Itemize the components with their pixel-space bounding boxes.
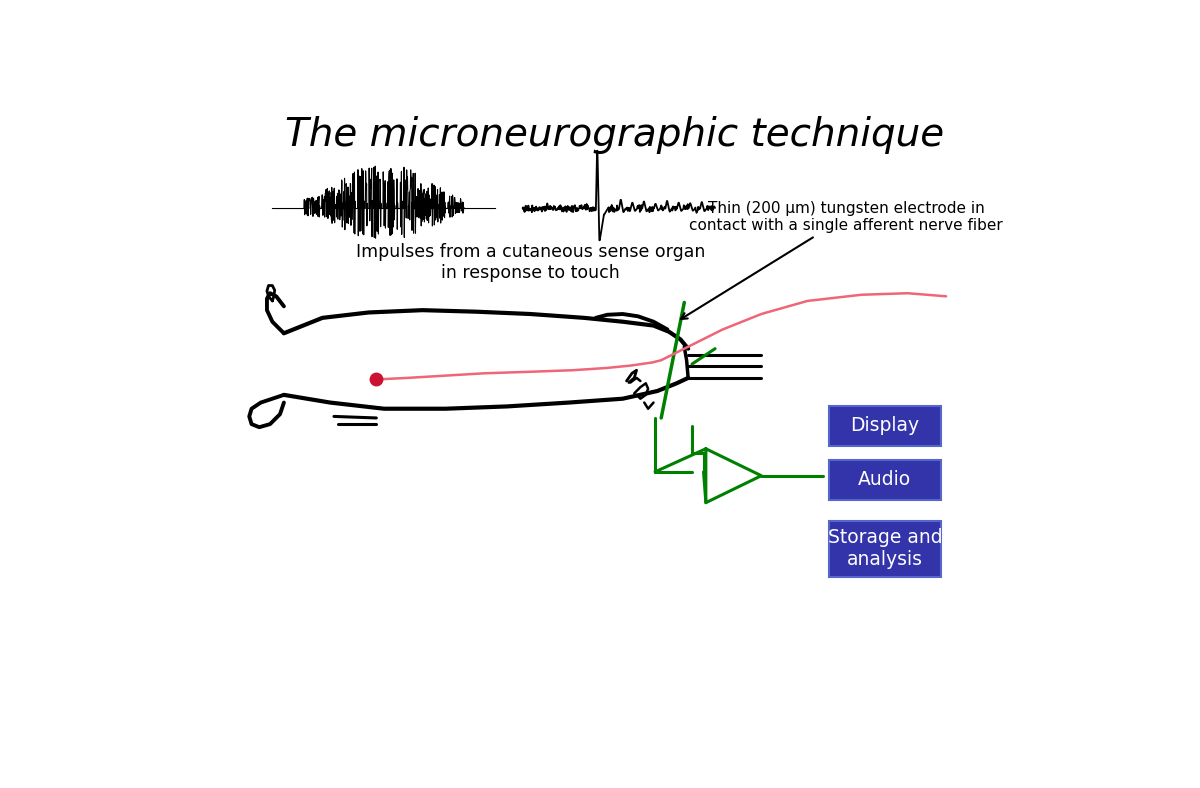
Text: Display: Display [851,416,919,435]
FancyBboxPatch shape [829,459,941,500]
Text: Storage and
analysis: Storage and analysis [828,529,942,570]
FancyBboxPatch shape [829,406,941,446]
Text: The microneurographic technique: The microneurographic technique [286,116,944,154]
FancyBboxPatch shape [829,521,941,577]
Text: Audio: Audio [858,470,912,489]
Text: Impulses from a cutaneous sense organ
in response to touch: Impulses from a cutaneous sense organ in… [355,243,704,282]
Text: Thin (200 μm) tungsten electrode in
contact with a single afferent nerve fiber: Thin (200 μm) tungsten electrode in cont… [680,201,1003,319]
